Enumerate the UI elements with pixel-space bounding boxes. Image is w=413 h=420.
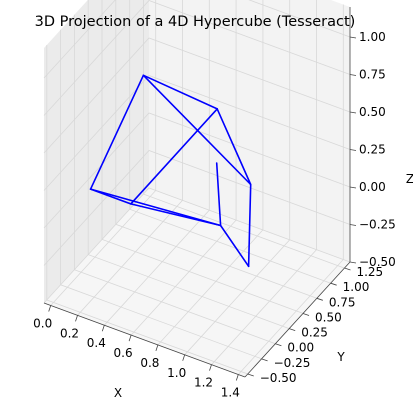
y-tick-label: −0.25	[274, 356, 311, 370]
y-tick-mark	[261, 358, 268, 362]
z-tick-label: 1.00	[359, 30, 386, 44]
x-tick-mark	[235, 374, 239, 381]
z-tick-label: 0.75	[359, 68, 386, 82]
x-tick-mark	[48, 305, 52, 312]
z-tick-label: −0.50	[359, 255, 396, 269]
y-tick-label: 0.75	[329, 295, 356, 309]
z-axis-label: Z	[406, 172, 413, 186]
x-tick-label: 1.2	[194, 376, 213, 390]
tesseract-edge	[130, 108, 218, 205]
y-tick-mark	[275, 343, 282, 347]
pane-back-right	[149, 0, 350, 262]
grid-lines	[43, 0, 351, 375]
x-tick-label: 1.0	[167, 366, 186, 380]
tesseract-edge	[216, 108, 252, 186]
x-tick-label: 1.4	[221, 386, 240, 400]
pane-floor	[44, 188, 350, 377]
x-tick-label: 0.6	[114, 346, 133, 360]
y-tick-label: −0.50	[260, 371, 297, 385]
tesseract-edge	[219, 224, 250, 268]
y-tick-label: 0.25	[301, 326, 328, 340]
y-tick-label: 1.00	[343, 280, 370, 294]
z-tick-mark	[349, 74, 357, 76]
axis-panes	[44, 0, 350, 377]
z-tick-mark	[349, 261, 357, 264]
x-tick-label: 0.4	[87, 336, 106, 350]
tesseract-edge	[247, 183, 252, 268]
z-tick-mark	[349, 111, 357, 114]
z-tick-mark	[349, 186, 357, 189]
x-tick-mark	[75, 315, 78, 322]
z-tick-mark	[349, 36, 357, 39]
tesseract-edge	[89, 74, 145, 190]
y-tick-label: 1.25	[356, 265, 383, 279]
grid-line-z	[43, 75, 351, 191]
y-tick-label: 0.00	[287, 341, 314, 355]
y-tick-mark	[247, 373, 254, 377]
x-tick-mark	[128, 334, 132, 342]
z-tick-mark	[349, 149, 357, 151]
y-tick-mark	[302, 313, 310, 316]
x-tick-label: 0.8	[140, 356, 159, 370]
pane-back-left	[44, 0, 149, 303]
z-tick-mark	[349, 224, 357, 226]
tesseract-edge	[142, 74, 218, 110]
z-tick-label: 0.00	[359, 180, 386, 194]
z-tick-label: 0.25	[359, 143, 386, 157]
z-tick-label: 0.50	[359, 105, 386, 119]
wireframe	[89, 74, 252, 268]
y-tick-mark	[344, 267, 351, 271]
grid-line-z	[43, 37, 351, 154]
chart-title: 3D Projection of a 4D Hypercube (Tessera…	[35, 14, 356, 30]
x-tick-mark	[101, 325, 105, 332]
grid-line-z	[43, 0, 351, 79]
y-tick-label: 0.50	[315, 310, 342, 324]
y-tick-labels: −0.50−0.250.000.25 0.500.751.001.25	[247, 265, 383, 385]
y-tick-mark	[330, 282, 337, 286]
tesseract-edge	[89, 188, 222, 227]
y-tick-mark	[289, 328, 296, 331]
x-tick-label: 0.0	[33, 316, 52, 330]
x-tick-mark	[209, 364, 212, 371]
z-tick-labels: −0.50 −0.25 0.00 0.25 0.50 0.75 1.00	[349, 30, 396, 269]
grid-line-z	[43, 187, 351, 304]
grid-line-z	[43, 0, 351, 116]
y-axis-label: Y	[336, 350, 345, 364]
x-tick-label: 0.2	[60, 326, 79, 340]
y-tick-mark	[316, 297, 323, 301]
y-axis-line	[244, 261, 351, 378]
grid-line-z	[43, 150, 351, 266]
x-tick-mark	[155, 344, 159, 352]
x-tick-mark	[182, 354, 186, 361]
grid-line-z	[43, 112, 351, 229]
x-axis-label: X	[114, 386, 122, 400]
tesseract-edge	[215, 162, 222, 227]
z-tick-label: −0.25	[359, 218, 396, 232]
x-tick-labels: 0.0 0.2 0.4 0.6 0.8 1.0 1.2 1.4	[33, 305, 240, 400]
